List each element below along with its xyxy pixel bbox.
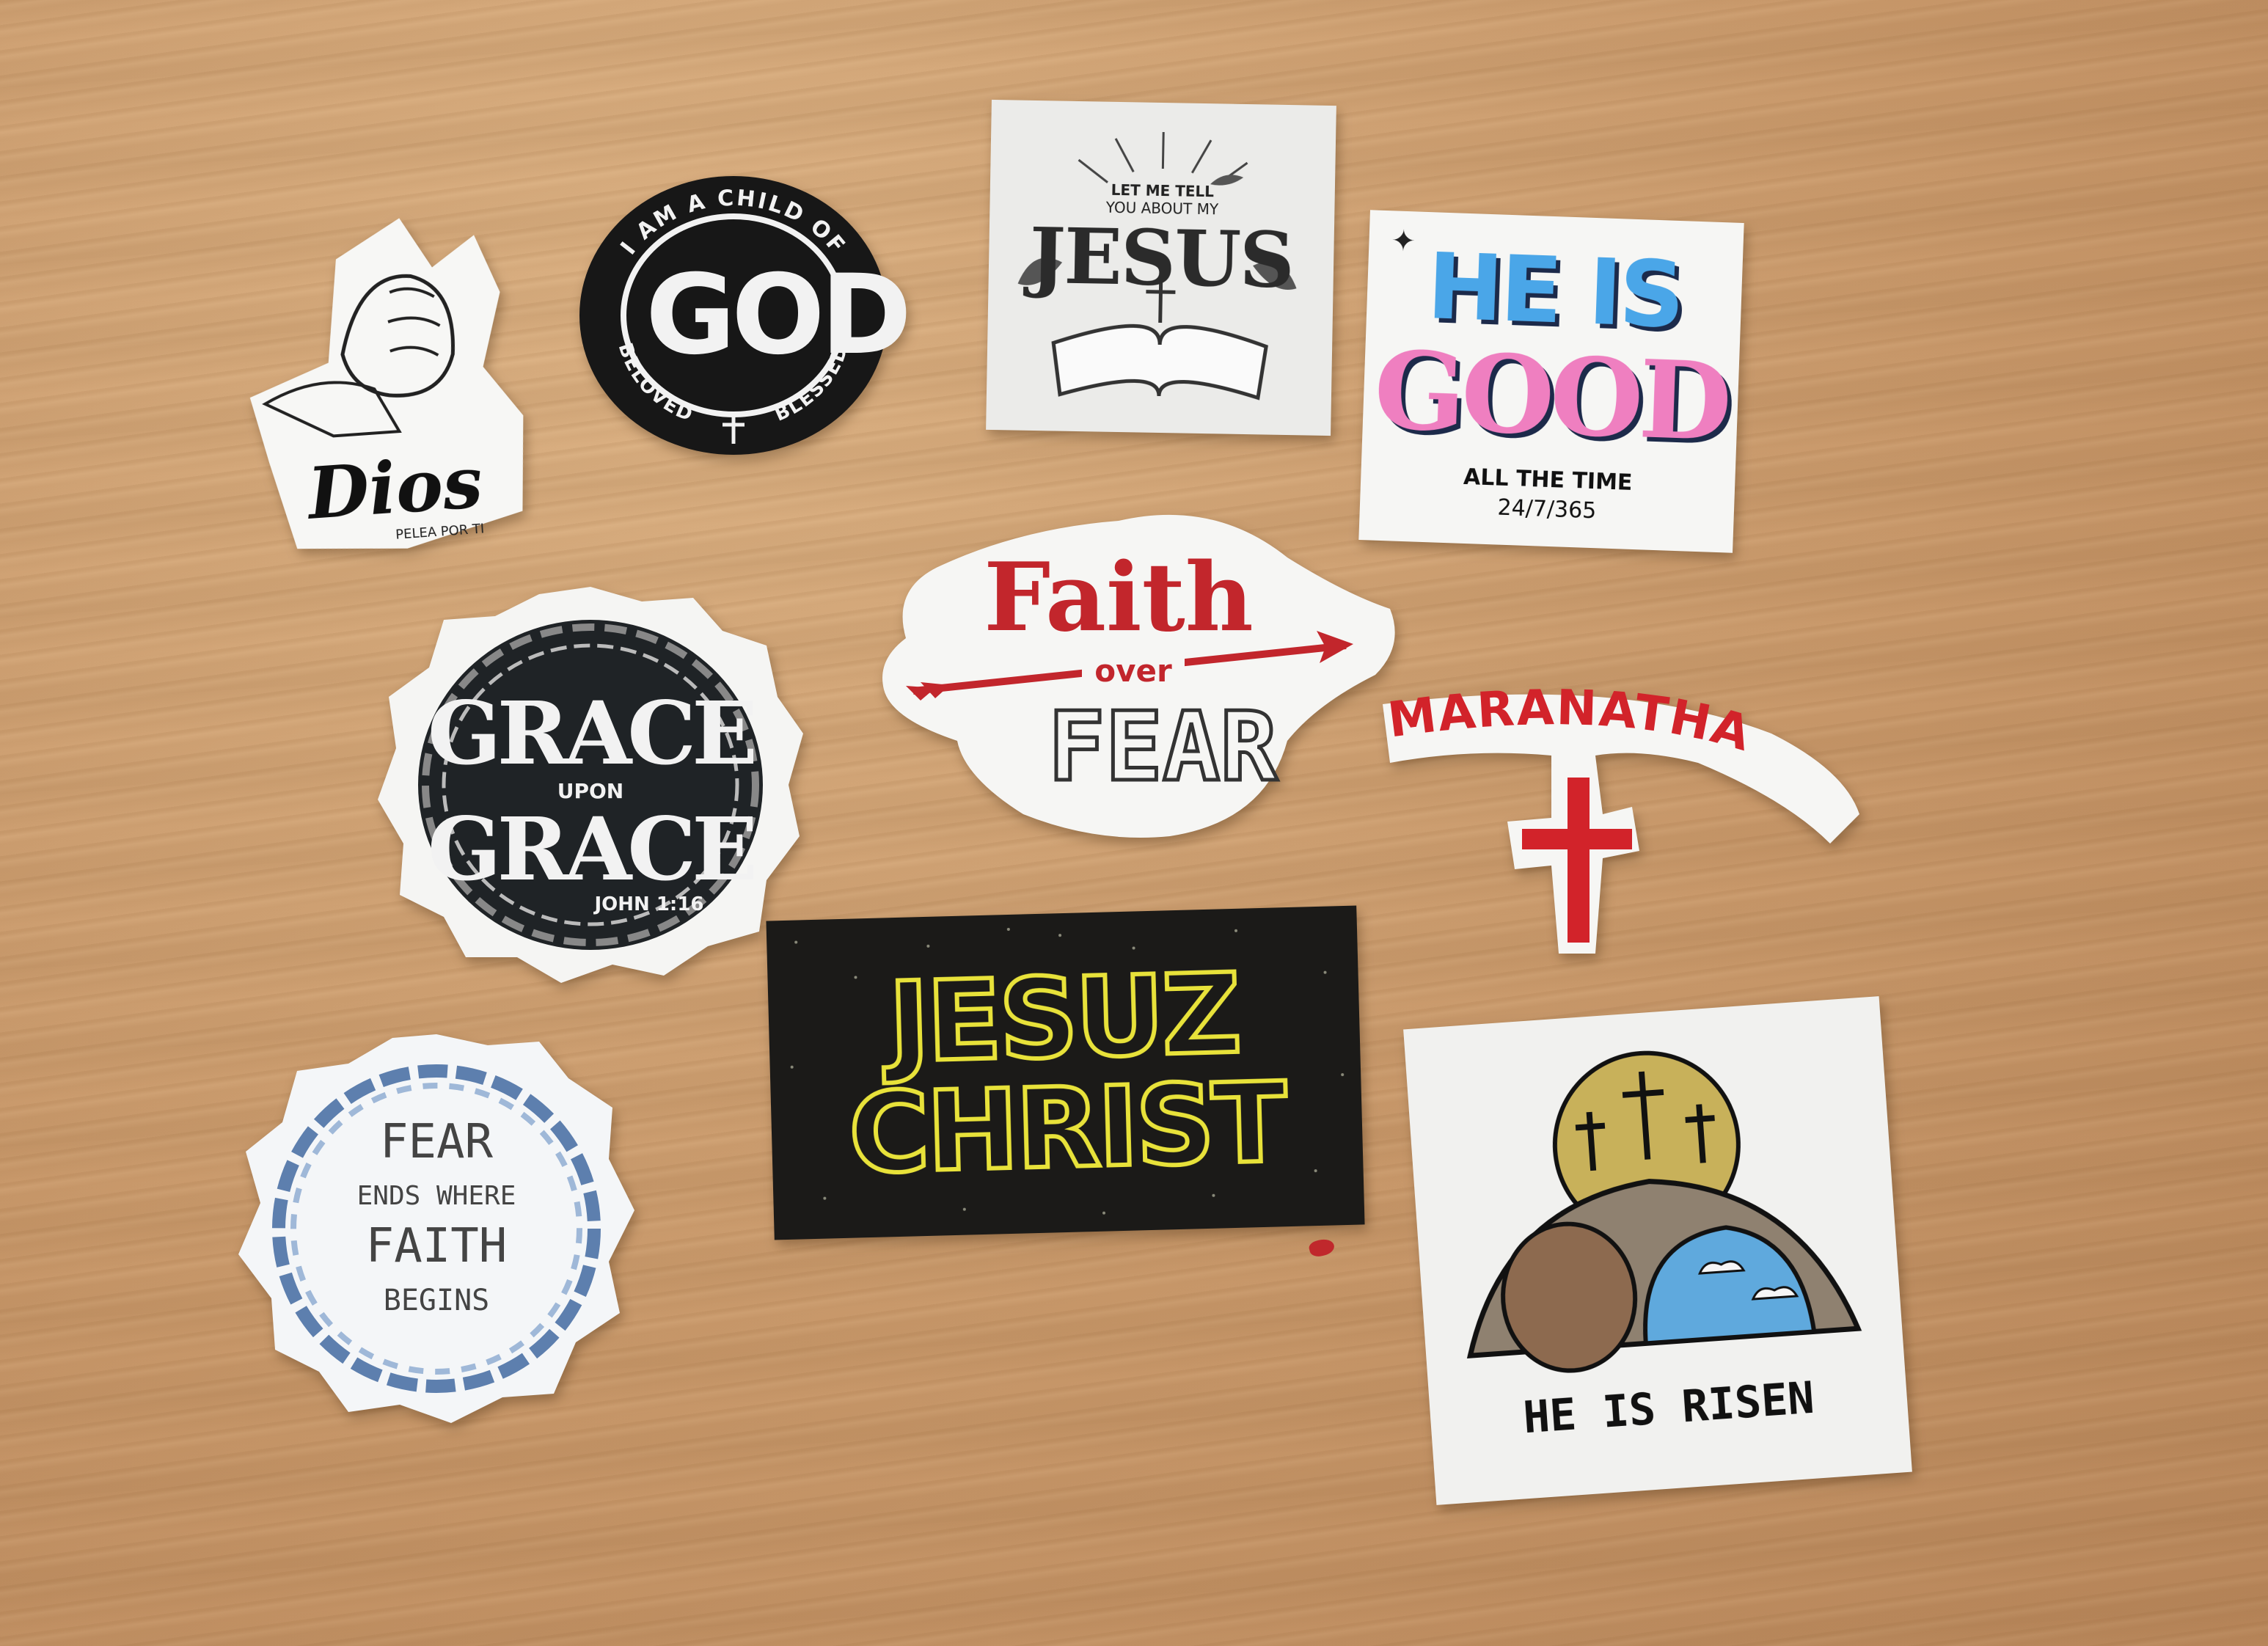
sticker-god-shape: I AM A CHILD OF BELOVED BLESSED xyxy=(579,176,888,455)
christ-line2: CHRIST xyxy=(847,1059,1288,1199)
faith-word2: FEAR xyxy=(1046,690,1279,805)
stone-icon xyxy=(1501,1221,1638,1373)
grace-middle: UPON xyxy=(557,779,624,803)
fearends-shape xyxy=(238,1034,634,1423)
grace-verse: JOHN 1:16 xyxy=(594,893,704,915)
faith-word1: Faith xyxy=(984,543,1254,653)
good-line2: GOOD xyxy=(1372,327,1730,466)
god-center: GOD xyxy=(645,252,912,379)
risen-illustration xyxy=(1466,1050,1862,1373)
sticker-he-is-good: HE IS GOOD ALL THE TIME 24/7/365 ✦ xyxy=(1358,210,1744,553)
fearends-line1: FEAR xyxy=(379,1115,494,1169)
grace-word1: GRACE xyxy=(427,682,758,784)
fearends-line3: FAITH xyxy=(365,1219,508,1273)
crown-of-thorns-icon xyxy=(272,1064,601,1393)
tomb-opening-icon xyxy=(1643,1225,1817,1346)
fist-icon xyxy=(340,274,455,398)
grace-shape xyxy=(378,587,803,983)
cross-icon xyxy=(1522,778,1632,943)
jesus-illustration xyxy=(1017,132,1297,400)
jesus-main: JESUS xyxy=(1028,210,1294,306)
sticker-faith-over-fear: Faith over FEAR xyxy=(877,499,1397,844)
fearends-line4: BEGINS xyxy=(383,1284,490,1317)
dios-title: Dios xyxy=(305,440,486,535)
sun-rays-icon xyxy=(1078,132,1248,186)
sticker-jesuz-christ: JESUZ CHRIST xyxy=(766,905,1365,1240)
sticker-dios-shape xyxy=(249,218,524,549)
clouds-icon xyxy=(1697,1260,1799,1301)
sticker-dios: Dios PELEA POR TI xyxy=(208,202,547,568)
sticker-he-is-risen: HE IS RISEN xyxy=(1403,996,1912,1505)
crown-of-thorns-icon xyxy=(422,623,759,946)
open-book-icon xyxy=(1051,323,1268,400)
leaves-icon xyxy=(1017,257,1297,290)
cross-icon xyxy=(723,414,745,444)
fearends-line2: ENDS WHERE xyxy=(356,1181,516,1211)
cross-icon xyxy=(1146,278,1176,323)
christ-starfield: JESUZ CHRIST xyxy=(790,927,1345,1215)
christ-line1: JESUZ xyxy=(880,951,1240,1088)
dove-icon xyxy=(1210,175,1244,186)
sticker-let-me-tell-you-about-my-jesus: LET ME TELL YOU ABOUT MY JESUS xyxy=(986,99,1336,436)
maranatha-shape: MARANATHA xyxy=(1383,679,1859,954)
arm-icon xyxy=(262,381,402,438)
faith-middle: over xyxy=(1082,653,1185,689)
sticker-child-of-god: I AM A CHILD OF BELOVED BLESSED GOD xyxy=(576,172,912,458)
sticker-grace-upon-grace: GRACE UPON GRACE JOHN 1:16 xyxy=(378,587,803,983)
three-crosses-icon xyxy=(1575,1071,1715,1171)
sparkle-icon: ✦ xyxy=(1390,224,1416,259)
grace-word2: GRACE xyxy=(427,798,758,900)
sticker-maranatha: MARANATHA xyxy=(1375,675,1867,954)
sticker-fear-ends-where-faith-begins: FEAR ENDS WHERE FAITH BEGINS xyxy=(238,1027,634,1423)
